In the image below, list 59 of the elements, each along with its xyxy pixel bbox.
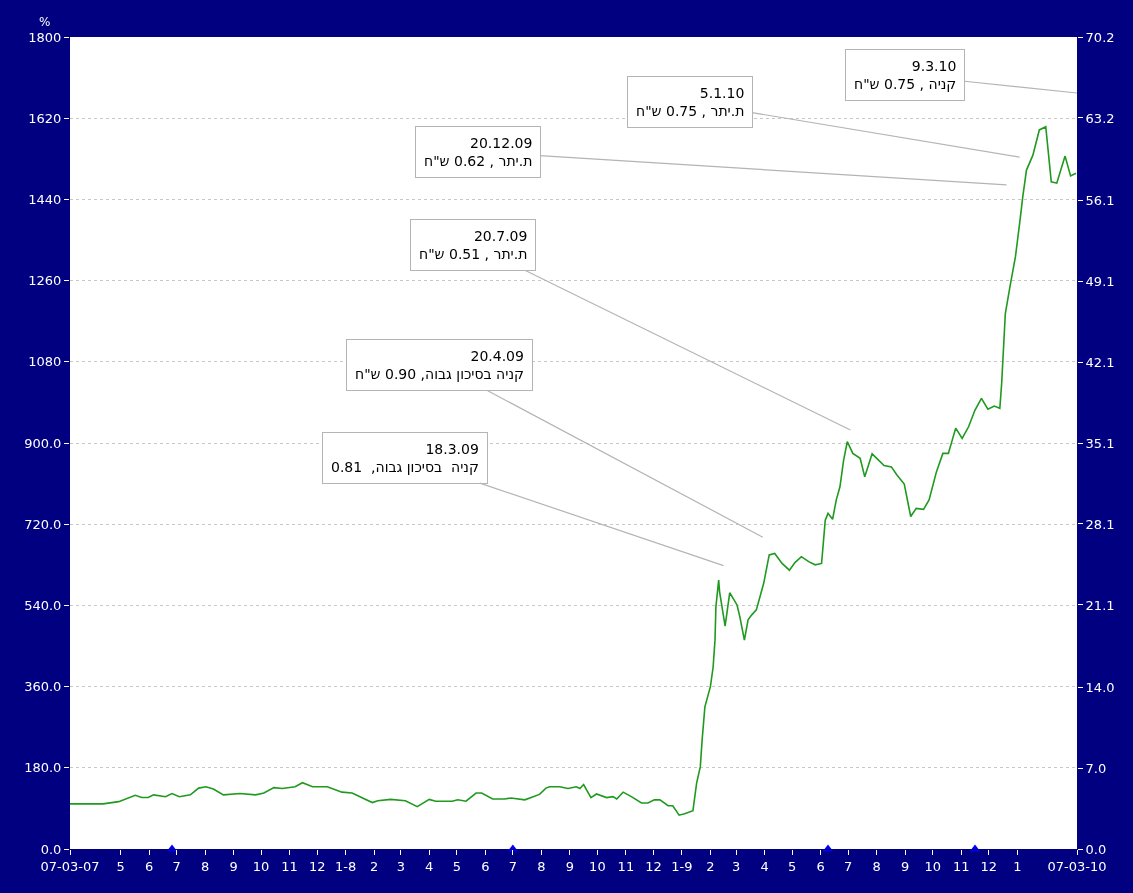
x-tick-label: 12 — [980, 858, 998, 874]
x-tick-label: 12 — [645, 858, 662, 874]
x-tick-label: 11 — [952, 858, 970, 874]
x-tick-label: 3 — [396, 858, 405, 874]
y2-tick-label: 14.0 — [1085, 679, 1115, 695]
x-tick-label: 11 — [281, 858, 298, 874]
y2-tick-label: 7.0 — [1085, 760, 1107, 776]
x-tick-label: 07-03-10 — [1047, 858, 1107, 874]
y2-tick-label: 35.1 — [1085, 435, 1115, 451]
y-tick-label: 1080 — [28, 354, 62, 370]
x-tick-label: 7 — [172, 858, 181, 874]
y2-tick-label: 21.1 — [1085, 597, 1115, 613]
x-tick-label: 10 — [924, 858, 942, 874]
y2-tick-label: 42.1 — [1085, 354, 1115, 370]
y-tick-label: 1440 — [28, 191, 62, 207]
x-tick-label: 7 — [508, 858, 517, 874]
x-tick-label: 1-9 — [671, 858, 693, 874]
x-tick-label: 10 — [589, 858, 606, 874]
y-tick-label: 1620 — [28, 110, 62, 126]
y2-tick-label: 70.2 — [1085, 29, 1115, 45]
x-tick-label: 8 — [537, 858, 546, 874]
x-tick-label: 6 — [481, 858, 490, 874]
y2-tick-label: 63.2 — [1085, 110, 1115, 126]
y2-tick-label: 0.0 — [1085, 841, 1107, 857]
y-tick-label: 720.0 — [24, 516, 62, 532]
x-tick-label: 10 — [252, 858, 270, 874]
y2-tick-label: 49.1 — [1085, 273, 1115, 289]
y-tick-label: 540.0 — [24, 597, 62, 613]
x-tick-label: 6 — [144, 858, 154, 874]
x-tick-label: 9 — [229, 858, 238, 874]
x-tick-label: 1-8 — [335, 858, 357, 874]
y-tick-label: 360.0 — [24, 679, 62, 695]
x-tick-label: 6 — [816, 858, 825, 874]
x-tick-label: 9 — [901, 858, 910, 874]
x-tick-label: 4 — [425, 858, 434, 874]
y-tick-label: 1260 — [28, 273, 62, 289]
y2-tick-label: 56.1 — [1085, 192, 1115, 208]
x-tick-label: 7 — [844, 858, 853, 874]
x-tick-label: 11 — [617, 858, 635, 874]
y2-tick-label: 28.1 — [1085, 516, 1115, 532]
x-tick-label: 5 — [452, 858, 461, 874]
x-tick-label: 5 — [788, 858, 797, 874]
x-tick-label: 8 — [200, 858, 210, 874]
x-tick-label: 2 — [706, 858, 715, 874]
x-tick-label: 5 — [116, 858, 125, 874]
x-tick-label: 8 — [872, 858, 881, 874]
y-tick-label: 180.0 — [24, 760, 62, 776]
y-tick-label: 0.0 — [40, 841, 62, 857]
y-axis-title: % — [39, 15, 51, 29]
x-tick-label: 4 — [760, 858, 769, 874]
y-tick-label: 900.0 — [24, 435, 62, 451]
x-tick-label: 12 — [308, 858, 326, 874]
x-tick-label: 3 — [731, 858, 741, 874]
y-tick-label: 1800 — [28, 29, 62, 45]
line-series — [70, 125, 1077, 816]
x-tick-label: 07-03-07 — [40, 858, 100, 874]
x-tick-label: 1 — [1013, 858, 1022, 874]
x-tick-label: 9 — [565, 858, 574, 874]
x-tick-label: 2 — [369, 858, 379, 874]
